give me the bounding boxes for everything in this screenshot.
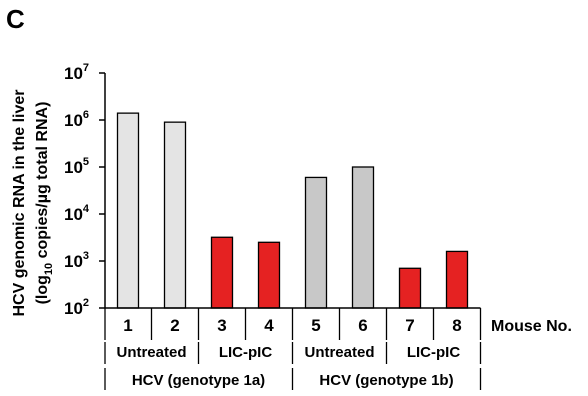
y-tick-label: 103 xyxy=(64,250,89,271)
bar-mouse-7 xyxy=(398,267,422,309)
y-axis-label-line2: (log10 copies/µg total RNA) xyxy=(34,102,55,305)
mouse-number: 1 xyxy=(123,316,132,335)
bar-mouse-5 xyxy=(304,176,328,309)
panel-letter: C xyxy=(6,4,25,34)
bar-mouse-3 xyxy=(210,236,234,309)
mouse-number: 2 xyxy=(170,316,179,335)
y-axis: 102 103 104 105 106 107 xyxy=(64,62,106,318)
y-axis-label: HCV genomic RNA in the liver (log10 copi… xyxy=(11,90,55,317)
bars xyxy=(116,112,469,309)
bar-mouse-6 xyxy=(351,166,375,309)
group-labels: Untreated LIC-pIC Untreated LIC-pIC HCV (gen… xyxy=(104,342,482,390)
mouse-number: 3 xyxy=(217,316,226,335)
y-tick-label: 102 xyxy=(64,297,89,318)
mouse-number: 4 xyxy=(264,316,274,335)
bar-mouse-2 xyxy=(163,121,187,309)
mouse-number: 7 xyxy=(405,316,414,335)
treatment-label: Untreated xyxy=(304,344,374,361)
mouse-number: 8 xyxy=(452,316,461,335)
bar-mouse-1 xyxy=(116,112,140,309)
y-tick-label: 106 xyxy=(64,109,89,130)
mouse-number: 6 xyxy=(358,316,367,335)
genotype-label: HCV (genotype 1b) xyxy=(319,372,453,389)
treatment-label: LIC-pIC xyxy=(407,344,460,361)
bar-mouse-8 xyxy=(445,250,469,309)
mouse-number: 5 xyxy=(311,316,320,335)
genotype-label: HCV (genotype 1a) xyxy=(132,372,265,389)
bar-mouse-4 xyxy=(257,241,281,309)
x-axis: 1 2 3 4 5 6 7 8 xyxy=(104,307,482,340)
y-axis-label-line1: HCV genomic RNA in the liver xyxy=(11,90,28,317)
y-tick-label: 107 xyxy=(64,62,89,83)
treatment-label: Untreated xyxy=(116,344,186,361)
y-tick-label: 105 xyxy=(64,156,89,177)
x-axis-title: Mouse No. xyxy=(491,318,572,335)
y-tick-label: 104 xyxy=(64,203,90,224)
treatment-label: LIC-pIC xyxy=(219,344,272,361)
